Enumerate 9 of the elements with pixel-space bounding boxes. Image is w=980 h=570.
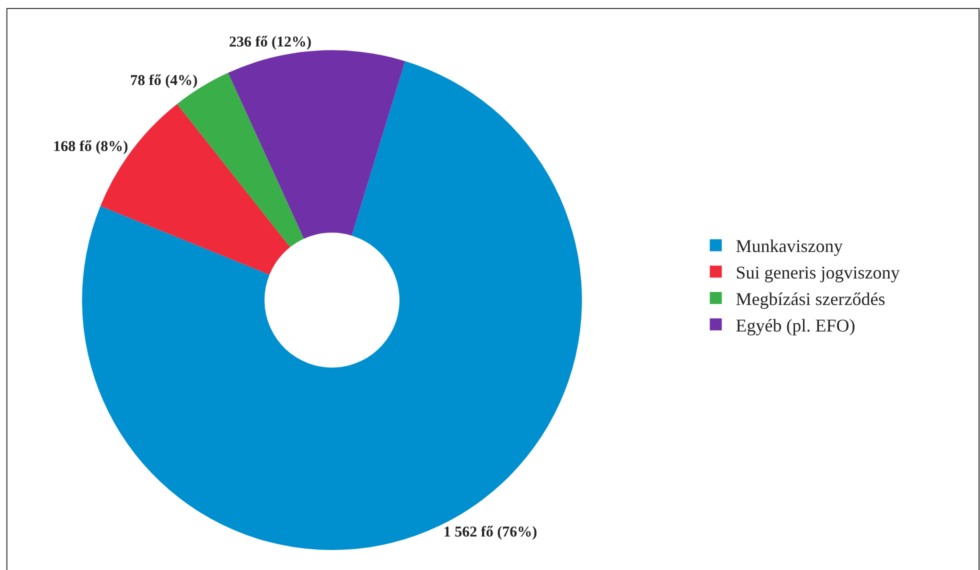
data-label: 168 fő (8%) — [53, 139, 128, 156]
data-label: 236 fő (12%) — [229, 34, 312, 51]
legend-label: Sui generis jogviszony — [736, 262, 900, 283]
legend-label: Munkaviszony — [736, 236, 843, 256]
data-label: 78 fő (4%) — [130, 73, 198, 90]
data-label: 1 562 fő (76%) — [443, 524, 538, 540]
legend-label: Megbízási szerződés — [736, 289, 886, 310]
legend-label: Egyéb (pl. EFO) — [736, 315, 856, 336]
donut-slice — [228, 50, 406, 239]
